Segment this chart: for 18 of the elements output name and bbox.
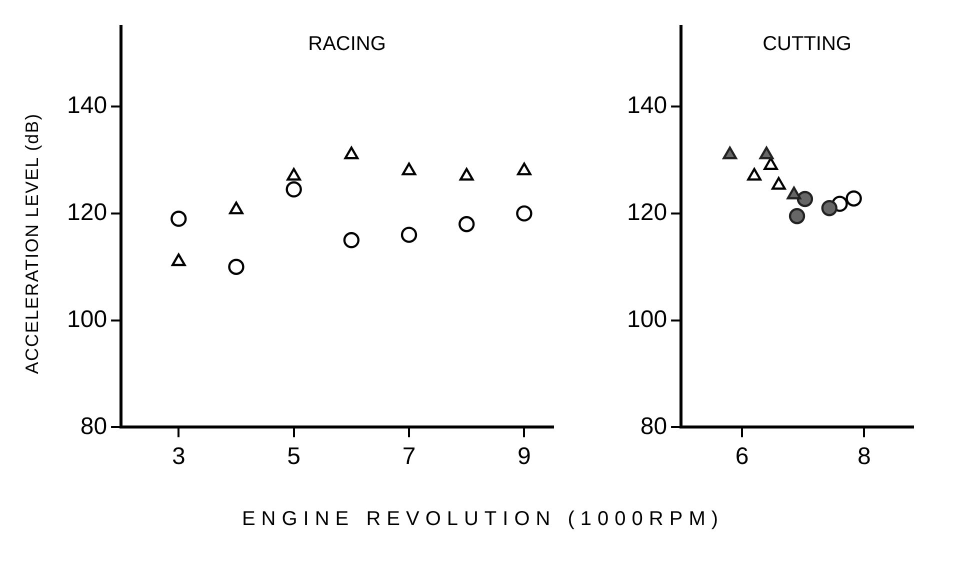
x-tick-label: 5: [287, 443, 301, 470]
x-tick-label: 7: [402, 443, 416, 470]
x-axis-title: ENGINE REVOLUTION (1000RPM): [240, 508, 726, 531]
x-tick-label: 8: [857, 443, 871, 470]
y-tick-label: 100: [626, 306, 668, 333]
x-tick-label: 9: [518, 443, 531, 470]
y-tick-label: 80: [80, 412, 108, 440]
chart-title: RACING: [308, 32, 386, 55]
y-tick-label: 140: [66, 92, 108, 120]
y-tick-label: 80: [640, 412, 668, 440]
x-tick-label: 3: [172, 443, 186, 470]
y-tick-label: 120: [66, 199, 108, 226]
chart-title: CUTTING: [762, 32, 852, 55]
y-tick-label: 140: [626, 92, 668, 120]
x-tick-label: 6: [735, 443, 749, 470]
y-tick-label: 100: [66, 306, 108, 333]
y-tick-label: 120: [626, 199, 668, 226]
y-axis-title: ACCELERATION LEVEL (dB): [22, 112, 44, 374]
